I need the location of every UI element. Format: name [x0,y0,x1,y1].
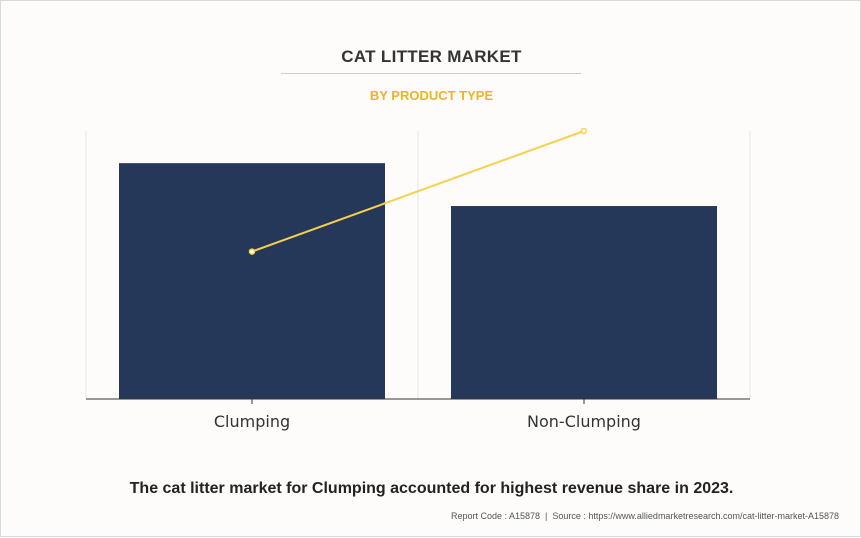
footer-separator: | [545,511,548,521]
line-point-clumping[interactable] [248,248,256,255]
x-tick-labels: Clumping Non-Clumping [214,412,641,431]
bar-non-clumping[interactable] [451,206,717,399]
source-footer: Report Code : A15878 | Source : https://ww… [451,511,839,521]
grid-lines [85,131,751,399]
chart-title: CAT LITTER MARKET [341,47,522,66]
title-divider [281,73,581,74]
line-point-non-clumping[interactable] [580,127,588,135]
x-tick-label: Clumping [214,412,290,431]
line-series [248,127,588,255]
bars [119,163,717,399]
source-link[interactable]: Source : https://www.alliedmarketresearc… [552,511,839,521]
chart-caption: The cat litter market for Clumping accou… [129,480,734,497]
bar-clumping[interactable] [119,163,385,399]
x-axis [86,398,750,404]
x-tick-label: Non-Clumping [527,412,641,431]
chart-subtitle: BY PRODUCT TYPE [369,88,494,103]
series-line [251,130,585,253]
report-code: Report Code : A15878 [450,511,541,521]
